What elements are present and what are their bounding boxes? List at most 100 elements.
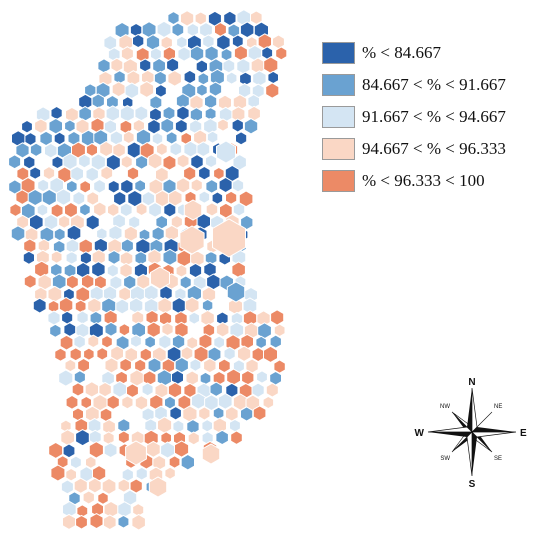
region-hexagon — [96, 347, 109, 361]
region-hexagon — [169, 406, 182, 421]
region-hexagon — [37, 178, 50, 193]
region-hexagon — [171, 369, 184, 385]
region-hexagon — [29, 142, 43, 157]
region-hexagon — [8, 154, 22, 170]
region-hexagon — [50, 250, 63, 264]
region-hexagon — [53, 227, 66, 242]
compass-label-e: E — [520, 428, 527, 439]
region-hexagon — [163, 202, 177, 218]
region-hexagon — [34, 118, 48, 134]
region-hexagon — [97, 58, 111, 74]
region-hexagon — [158, 334, 172, 350]
region-hexagon — [103, 442, 118, 459]
region-hexagon — [196, 141, 211, 158]
legend-swatch — [322, 42, 355, 64]
region-hexagon — [103, 119, 117, 135]
region-hexagon — [216, 34, 231, 51]
region-hexagon — [135, 154, 149, 170]
region-hexagon — [134, 105, 149, 122]
region-hexagon — [226, 281, 246, 303]
region-hexagon — [182, 405, 198, 423]
region-hexagon — [130, 334, 142, 348]
region-hexagon — [216, 140, 236, 164]
region-hexagon — [165, 131, 178, 145]
region-hexagon — [99, 140, 114, 158]
region-hexagon — [64, 119, 76, 133]
region-hexagon — [73, 370, 86, 385]
region-hexagon — [180, 346, 194, 361]
region-hexagon — [63, 322, 77, 337]
region-hexagon — [66, 224, 82, 242]
region-hexagon — [73, 477, 88, 494]
region-hexagon — [119, 202, 133, 218]
region-hexagon — [79, 251, 92, 265]
region-hexagon — [103, 500, 119, 519]
legend-label: % < 96.333 < 100 — [362, 171, 485, 190]
region-hexagon — [32, 297, 47, 314]
region-hexagon — [110, 57, 124, 73]
compass-label-ne: NE — [494, 404, 502, 410]
region-hexagon — [91, 261, 106, 278]
region-hexagon — [47, 310, 61, 326]
region-hexagon — [65, 106, 79, 123]
region-hexagon — [162, 154, 177, 171]
legend-swatch — [322, 170, 355, 192]
region-hexagon — [139, 80, 155, 98]
region-hexagon — [194, 11, 207, 26]
region-hexagon — [167, 381, 183, 399]
region-hexagon — [171, 297, 187, 315]
region-hexagon — [183, 199, 203, 221]
region-hexagon — [113, 70, 126, 85]
region-hexagon — [15, 189, 30, 205]
region-hexagon — [106, 394, 120, 410]
region-hexagon — [175, 264, 188, 278]
region-hexagon — [222, 58, 236, 74]
region-hexagon — [104, 357, 119, 374]
region-hexagon — [142, 370, 157, 386]
compass-label-n: N — [468, 377, 475, 388]
region-hexagon — [147, 357, 162, 374]
region-hexagon — [176, 177, 191, 194]
region-hexagon — [78, 153, 91, 169]
region-hexagon — [117, 430, 130, 445]
region-hexagon — [204, 93, 218, 110]
region-hexagon — [157, 297, 173, 315]
region-hexagon — [270, 309, 285, 326]
legend-item: % < 96.333 < 100 — [322, 170, 532, 194]
region-hexagon — [9, 203, 22, 217]
region-hexagon — [54, 347, 67, 362]
region-hexagon — [239, 21, 255, 39]
region-hexagon — [233, 45, 248, 62]
region-hexagon — [208, 81, 223, 97]
region-hexagon — [212, 406, 225, 420]
region-hexagon — [74, 299, 87, 314]
region-hexagon — [145, 309, 159, 325]
region-hexagon — [87, 334, 100, 349]
region-hexagon — [83, 347, 95, 361]
region-hexagon — [156, 369, 172, 387]
region-hexagon — [134, 179, 146, 193]
region-hexagon — [162, 105, 176, 121]
region-hexagon — [199, 22, 213, 38]
region-hexagon — [257, 33, 272, 50]
region-hexagon — [153, 70, 167, 86]
region-hexagon — [36, 203, 49, 217]
region-hexagon — [185, 370, 199, 386]
region-hexagon — [48, 441, 64, 459]
region-hexagon — [152, 57, 166, 74]
region-hexagon — [183, 69, 197, 85]
region-hexagon — [58, 369, 74, 387]
region-hexagon — [21, 119, 33, 134]
region-hexagon — [151, 132, 164, 146]
region-hexagon — [231, 261, 246, 279]
region-hexagon — [24, 132, 37, 146]
compass-label-nw: NW — [440, 404, 450, 410]
region-hexagon — [196, 83, 208, 97]
region-hexagon — [263, 345, 278, 363]
region-hexagon — [22, 250, 35, 265]
compass-label-sw: SW — [440, 456, 450, 462]
region-hexagon — [157, 416, 173, 434]
region-hexagon — [212, 218, 246, 258]
region-hexagon — [189, 107, 203, 123]
region-hexagon — [23, 238, 37, 254]
